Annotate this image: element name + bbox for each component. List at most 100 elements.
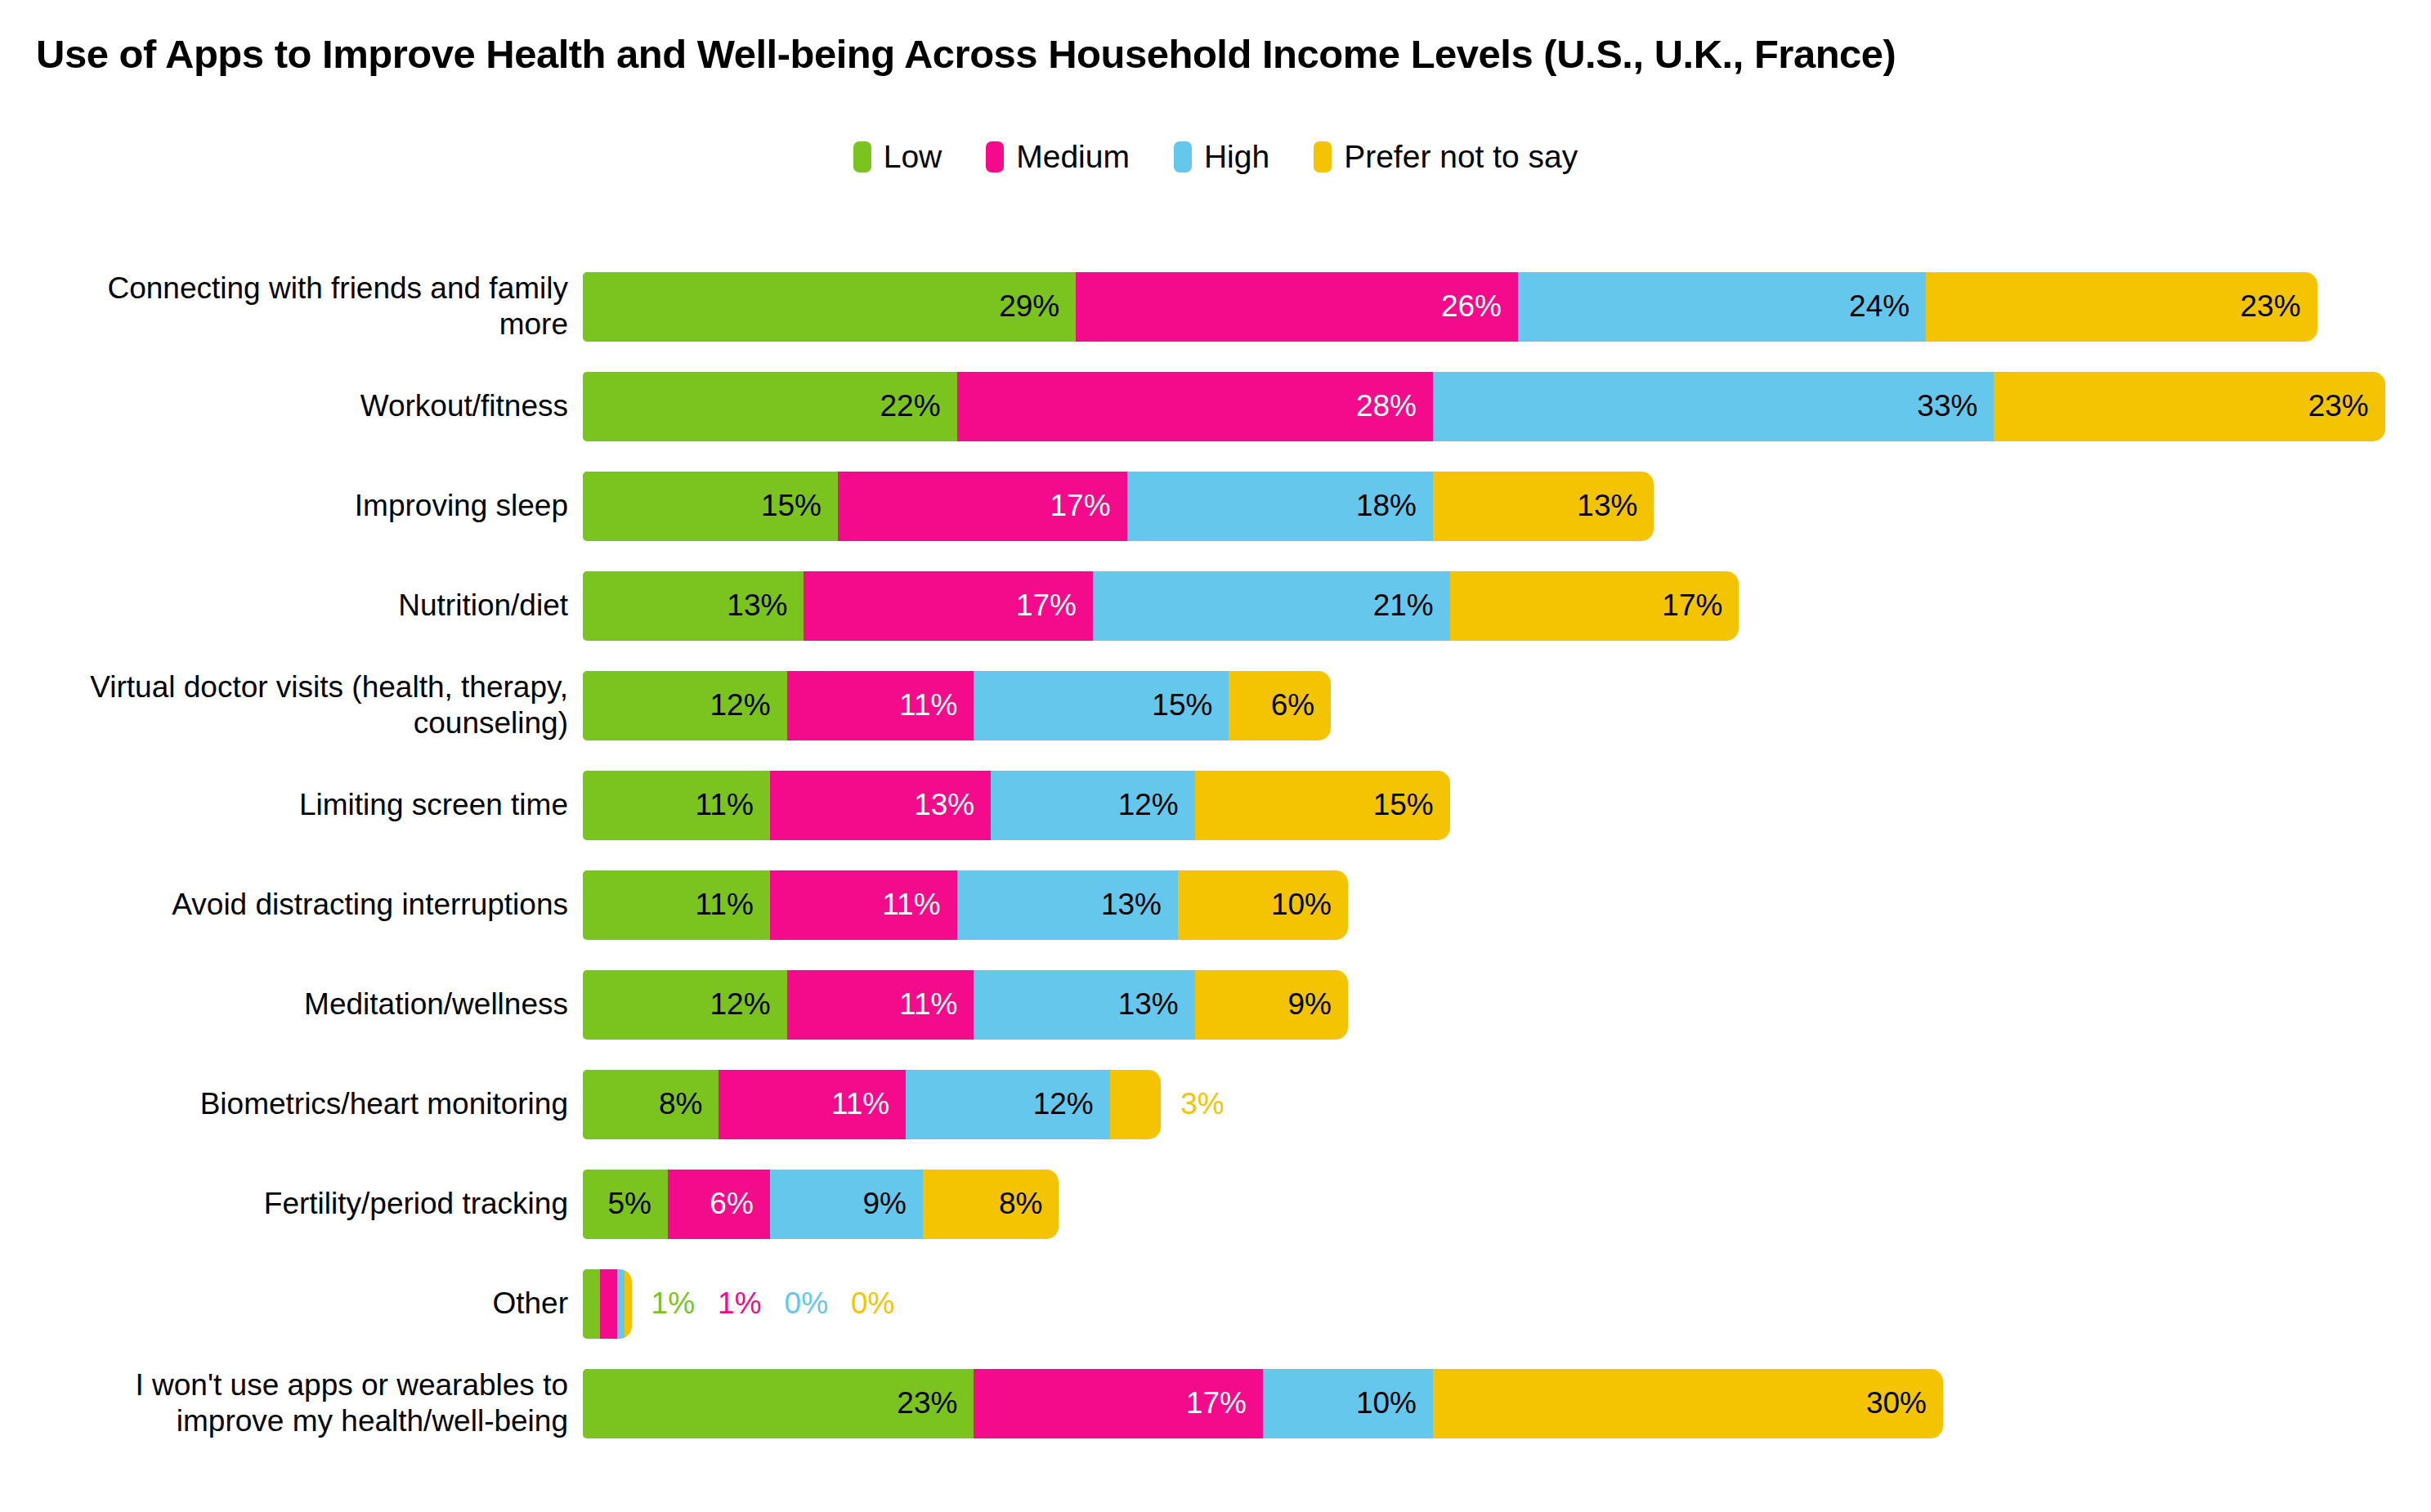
bar-segment-prefer-not-to-say: 6% xyxy=(1229,671,1331,740)
bar-segment-low: 5% xyxy=(583,1170,668,1239)
bar-area: 11% 13% 12% 15% xyxy=(583,771,1450,840)
stacked-bar: 15%17%18%13% xyxy=(583,472,1654,541)
bar-area: 8% 11% 12% 3% xyxy=(583,1070,1224,1139)
segment-value-label: 13% xyxy=(727,588,787,623)
chart-row-fertility-period-tracking: Fertility/period tracking5%6%9%8% xyxy=(0,1154,2431,1254)
segment-value-label: 13% xyxy=(914,788,974,822)
outside-value-label-prefer-not-to-say: 3% xyxy=(1180,1087,1224,1121)
segment-value-label: 9% xyxy=(1287,987,1331,1022)
segment-value-label: 33% xyxy=(1917,389,1977,423)
stacked-bar: 23% 17% 10% 30% xyxy=(583,1369,1943,1438)
segment-value-label: 23% xyxy=(2241,289,2301,324)
category-label: Nutrition/diet xyxy=(0,588,583,624)
bar-segment-low: 13% xyxy=(583,571,804,641)
bar-segment-high: 18% xyxy=(1127,472,1433,541)
bar-area: 13%17%21%17% xyxy=(583,571,1739,641)
segment-value-label: 23% xyxy=(2308,389,2369,423)
bar-segment-medium: 11% xyxy=(787,970,974,1040)
bar-area: 29%26%24%23% xyxy=(583,272,2317,342)
legend-item-prefer-not-to-say: Prefer not to say xyxy=(1314,139,1578,175)
bar-segment-prefer-not-to-say: 8% xyxy=(923,1170,1059,1239)
bar-segment-prefer-not-to-say xyxy=(625,1269,632,1339)
chart-row-meditation-wellness: Meditation/wellness12%11%13%9% xyxy=(0,955,2431,1054)
category-label: Other xyxy=(0,1286,583,1322)
segment-value-label: 15% xyxy=(1152,688,1212,722)
segment-value-label: 8% xyxy=(999,1187,1042,1221)
bar-area: 1%1%0%0% xyxy=(583,1269,895,1339)
legend-label: Low xyxy=(884,139,942,175)
bar-area: 12% 11% 15% 6% xyxy=(583,671,1331,740)
segment-value-label: 17% xyxy=(1050,489,1111,523)
segment-value-label: 28% xyxy=(1356,389,1417,423)
stacked-bar: 11% 13% 12% 15% xyxy=(583,771,1450,840)
category-label: Biometrics/heart monitoring xyxy=(0,1086,583,1122)
bar-area: 11% 11% 13% 10% xyxy=(583,870,1348,940)
bar-segment-prefer-not-to-say: 10% xyxy=(1178,870,1348,940)
chart-row-improving-sleep: Improving sleep15%17%18%13% xyxy=(0,456,2431,556)
bar-area: 12%11%13%9% xyxy=(583,970,1348,1040)
segment-value-label: 30% xyxy=(1866,1386,1927,1420)
outside-value-labels: 1%1%0%0% xyxy=(651,1286,895,1321)
segment-value-label: 12% xyxy=(710,688,771,722)
segment-value-label: 13% xyxy=(1101,888,1162,922)
segment-value-label: 11% xyxy=(899,987,957,1022)
bar-segment-high: 21% xyxy=(1093,571,1450,641)
bar-segment-low: 8% xyxy=(583,1070,719,1139)
outside-value-label-high: 0% xyxy=(785,1286,828,1321)
bar-segment-low: 11% xyxy=(583,771,770,840)
category-label: Virtual doctor visits (health, therapy, … xyxy=(0,669,583,742)
category-label: Avoid distracting interruptions xyxy=(0,887,583,923)
segment-value-label: 26% xyxy=(1441,289,1502,324)
segment-value-label: 12% xyxy=(1033,1087,1094,1121)
segment-value-label: 29% xyxy=(999,289,1059,324)
bar-segment-medium: 17% xyxy=(974,1369,1263,1438)
bar-segment-medium: 17% xyxy=(838,472,1127,541)
segment-value-label: 6% xyxy=(1271,688,1314,722)
chart-row-virtual-doctor-visits-health-therapy-cou: Virtual doctor visits (health, therapy, … xyxy=(0,655,2431,755)
stacked-bar: 12%11%13%9% xyxy=(583,970,1348,1040)
chart-row-nutrition-diet: Nutrition/diet13%17%21%17% xyxy=(0,556,2431,655)
segment-value-label: 15% xyxy=(1373,788,1434,822)
category-label: Workout/fitness xyxy=(0,388,583,424)
legend-swatch-low xyxy=(853,141,871,172)
segment-value-label: 11% xyxy=(695,788,753,822)
segment-value-label: 11% xyxy=(882,888,940,922)
segment-value-label: 12% xyxy=(1118,788,1179,822)
stacked-bar xyxy=(583,1269,632,1339)
bar-segment-low: 29% xyxy=(583,272,1076,342)
chart-row-biometrics-heart-monitoring: Biometrics/heart monitoring8% 11% 12% 3% xyxy=(0,1054,2431,1154)
segment-value-label: 9% xyxy=(863,1187,907,1221)
legend-label: High xyxy=(1204,139,1269,175)
bar-segment-medium: 11% xyxy=(787,671,974,740)
segment-value-label: 17% xyxy=(1186,1386,1247,1420)
segment-value-label: 11% xyxy=(831,1087,889,1121)
category-label: Meditation/wellness xyxy=(0,986,583,1022)
bar-segment-prefer-not-to-say: 13% xyxy=(1433,472,1654,541)
outside-value-label-low: 1% xyxy=(651,1286,695,1321)
bar-segment-high: 13% xyxy=(974,970,1194,1040)
outside-value-labels: 3% xyxy=(1180,1087,1224,1121)
bar-area: 5%6% 9% 8% xyxy=(583,1170,1059,1239)
bar-segment-medium: 13% xyxy=(770,771,991,840)
segment-value-label: 13% xyxy=(1577,489,1637,523)
stacked-bar: 11% 11% 13% 10% xyxy=(583,870,1348,940)
legend-swatch-medium xyxy=(986,141,1004,172)
bar-segment-low: 11% xyxy=(583,870,770,940)
bar-segment-high: 10% xyxy=(1263,1369,1433,1438)
bar-segment-high: 33% xyxy=(1433,372,1994,441)
bar-segment-low: 22% xyxy=(583,372,957,441)
bar-segment-medium: 26% xyxy=(1076,272,1518,342)
bar-segment-high: 9% xyxy=(770,1170,923,1239)
legend-item-medium: Medium xyxy=(986,139,1130,175)
chart-row-other: Other1%1%0%0% xyxy=(0,1254,2431,1353)
chart-title: Use of Apps to Improve Health and Well-b… xyxy=(36,31,1896,77)
legend-swatch-high xyxy=(1174,141,1192,172)
segment-value-label: 13% xyxy=(1118,987,1179,1022)
bar-segment-low: 23% xyxy=(583,1369,974,1438)
chart-row-workout-fitness: Workout/fitness 22% 28% 33% 23% xyxy=(0,356,2431,456)
bar-segment-medium: 6% xyxy=(668,1170,770,1239)
segment-value-label: 22% xyxy=(880,389,941,423)
bar-segment-high: 12% xyxy=(991,771,1195,840)
segment-value-label: 21% xyxy=(1373,588,1434,623)
bar-segment-low xyxy=(583,1269,600,1339)
